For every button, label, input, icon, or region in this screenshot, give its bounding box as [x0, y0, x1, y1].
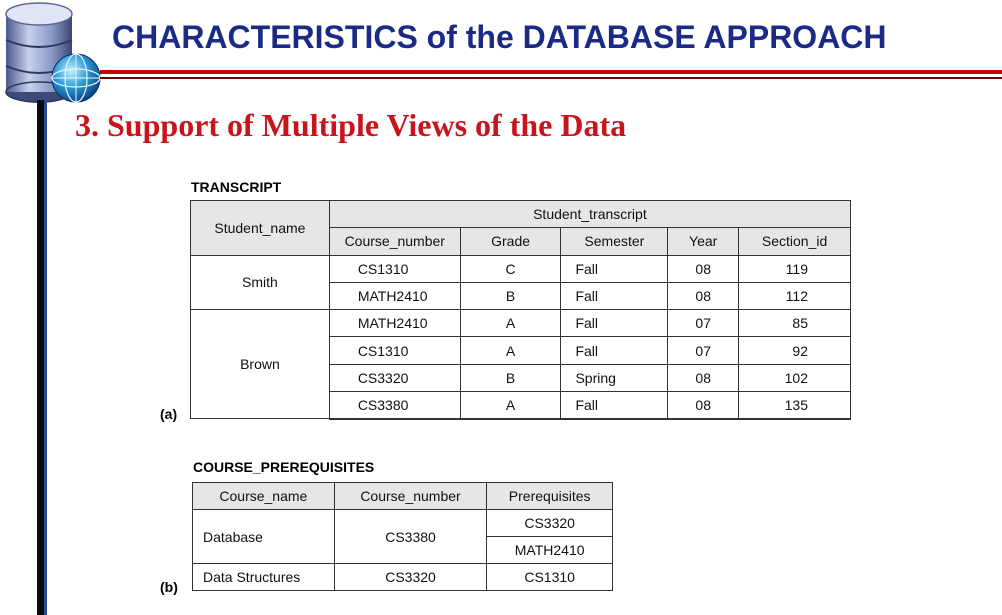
year-cell: 08: [667, 281, 740, 311]
semester-cell: Spring: [560, 363, 669, 393]
table-row: Brown MATH2410 A Fall 07 85: [190, 309, 851, 420]
course-number-cell: MATH2410: [328, 309, 461, 338]
slide-subtitle: 3. Support of Multiple Views of the Data: [75, 107, 627, 143]
table-header-row: Course_number Grade Semester Year Sectio…: [191, 227, 851, 256]
course-name-cell: Database: [192, 509, 335, 564]
semester-cell: Fall: [560, 391, 669, 420]
year-cell: 07: [667, 336, 740, 365]
grade-cell: C: [459, 254, 562, 283]
grade-cell: B: [459, 363, 562, 393]
slide-title: CHARACTERISTICS of the DATABASE APPROACH: [112, 19, 887, 55]
section-id-cell: 92: [738, 336, 851, 365]
column-header-prerequisites: Prerequisites: [486, 482, 613, 510]
column-header-course-number: Course_number: [328, 227, 461, 256]
grade-cell: A: [459, 309, 562, 338]
transcript-table: Student_name Student_transcript Course_n…: [190, 199, 852, 420]
semester-cell: Fall: [560, 309, 669, 338]
section-id-cell: 135: [738, 391, 851, 420]
table-row: Smith CS1310 C Fall 08 119: [190, 254, 851, 311]
course-number-cell: CS1310: [328, 254, 461, 283]
database-globe-icon: [5, 2, 101, 103]
left-accent-bar: [37, 100, 44, 615]
table-row: CS1310 A Fall 07 92: [191, 336, 851, 365]
column-header-grade: Grade: [459, 227, 562, 256]
table-row: MATH2410 B Fall 08 112: [191, 281, 851, 311]
course-number-cell: CS3320: [333, 563, 488, 591]
table-row: CS3380 A Fall 08 135: [191, 391, 851, 420]
grade-cell: B: [459, 281, 562, 311]
panel-label-a: (a): [160, 406, 178, 422]
semester-cell: Fall: [560, 281, 669, 311]
course-number-cell: CS3380: [328, 391, 461, 420]
table-row: Database CS3380 CS3320: [192, 509, 613, 564]
table-row: MATH2410: [193, 536, 613, 564]
table-row: CS3320 B Spring 08 102: [191, 363, 851, 393]
course-number-cell: CS3380: [333, 509, 488, 564]
left-accent-bar-highlight: [44, 100, 47, 615]
panel-label-b: (b): [160, 579, 178, 595]
column-header-semester: Semester: [560, 227, 669, 256]
prerequisite-cell: CS1310: [486, 563, 613, 591]
semester-cell: Fall: [560, 336, 669, 365]
table-row: Data Structures CS3320 CS1310: [192, 563, 613, 591]
year-cell: 08: [667, 363, 740, 393]
title-underline-shadow: [100, 77, 1002, 79]
column-header-course-number: Course_number: [333, 482, 488, 510]
course-number-cell: CS1310: [328, 336, 461, 365]
prerequisite-cell: MATH2410: [486, 536, 613, 564]
group-header-student-transcript: Student_transcript: [328, 199, 852, 229]
section-id-cell: 112: [738, 281, 851, 311]
year-cell: 08: [667, 254, 740, 283]
year-cell: 08: [667, 391, 740, 420]
section-id-cell: 102: [738, 363, 851, 393]
table-header-row: Student_name Student_transcript: [190, 199, 852, 256]
grade-cell: A: [459, 336, 562, 365]
year-cell: 07: [667, 309, 740, 338]
column-header-course-name: Course_name: [192, 482, 335, 510]
prerequisite-cell: CS3320: [486, 509, 613, 537]
course-prerequisites-table: Course_name Course_number Prerequisites …: [192, 482, 613, 591]
course-name-cell: Data Structures: [192, 563, 335, 591]
column-header-section-id: Section_id: [738, 227, 851, 256]
course-number-cell: MATH2410: [328, 281, 461, 311]
prerequisites-caption: COURSE_PREREQUISITES: [193, 459, 375, 475]
semester-cell: Fall: [560, 254, 669, 283]
title-underline: [100, 70, 1002, 74]
table-header-row: Course_name Course_number Prerequisites: [192, 482, 613, 510]
course-number-cell: CS3320: [328, 363, 461, 393]
grade-cell: A: [459, 391, 562, 420]
section-id-cell: 119: [738, 254, 851, 283]
student-name-cell: Smith: [190, 254, 330, 311]
column-header-student-name: Student_name: [190, 200, 330, 256]
section-id-cell: 85: [738, 309, 851, 338]
column-header-year: Year: [667, 227, 740, 256]
student-name-cell: Brown: [190, 309, 330, 420]
transcript-caption: TRANSCRIPT: [191, 179, 282, 195]
